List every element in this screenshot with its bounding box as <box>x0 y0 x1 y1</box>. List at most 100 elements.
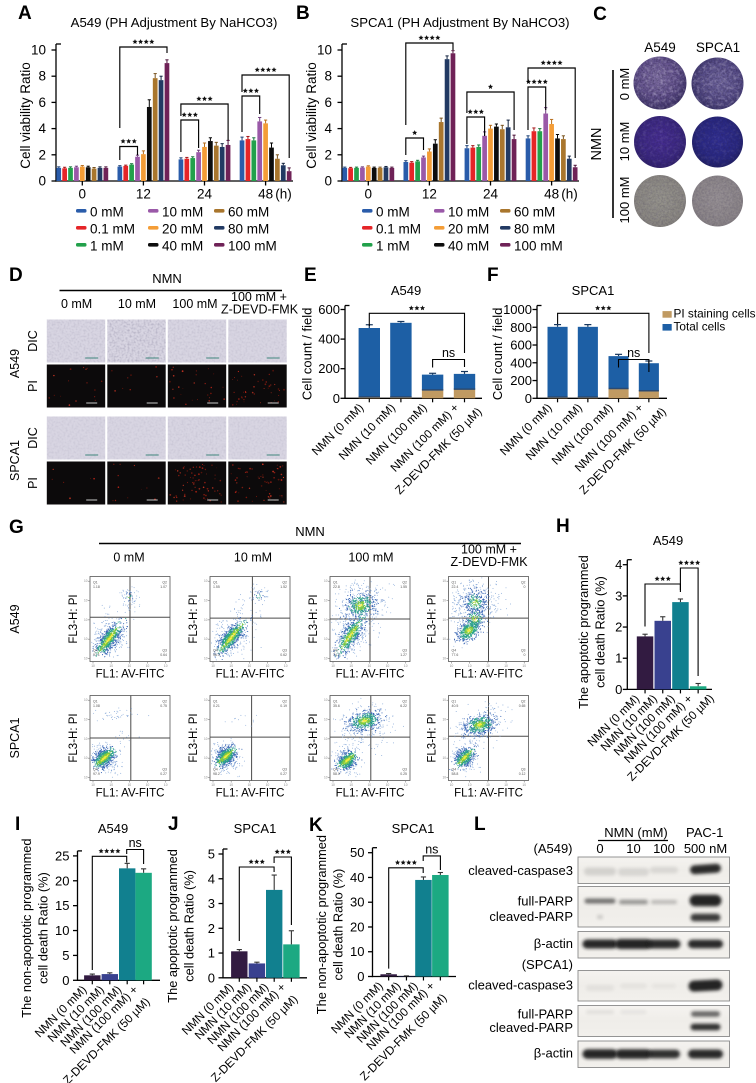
svg-text:A549: A549 <box>98 821 128 836</box>
svg-text:60 mM: 60 mM <box>514 205 555 220</box>
svg-text:600: 600 <box>510 338 532 353</box>
svg-text:10: 10 <box>486 783 490 787</box>
svg-text:E: E <box>304 265 317 286</box>
svg-text:25: 25 <box>55 848 69 863</box>
svg-text:10: 10 <box>404 783 408 787</box>
svg-text:10: 10 <box>324 718 328 722</box>
svg-text:10: 10 <box>91 664 95 668</box>
svg-text:0 mM: 0 mM <box>113 551 144 565</box>
svg-text:0: 0 <box>615 682 622 697</box>
svg-text:SPCA1: SPCA1 <box>8 717 22 758</box>
svg-text:20 mM: 20 mM <box>448 222 489 237</box>
svg-text:Cell count / field: Cell count / field <box>300 308 315 401</box>
svg-text:10: 10 <box>522 783 526 787</box>
svg-text:A549 (PH Adjustment By NaHCO3): A549 (PH Adjustment By NaHCO3) <box>71 15 278 30</box>
svg-text:(SPCA1): (SPCA1) <box>522 957 573 972</box>
svg-text:10: 10 <box>84 618 88 622</box>
svg-text:24: 24 <box>197 187 213 202</box>
svg-text:0.25: 0.25 <box>400 772 407 776</box>
svg-text:10: 10 <box>350 944 364 959</box>
svg-text:500 nM: 500 nM <box>684 841 727 856</box>
svg-text:800: 800 <box>510 320 532 335</box>
svg-text:10: 10 <box>368 783 372 787</box>
svg-text:10: 10 <box>204 599 208 603</box>
svg-text:2: 2 <box>324 147 332 162</box>
svg-text:1 mM: 1 mM <box>90 239 124 254</box>
svg-text:cleaved-caspase3: cleaved-caspase3 <box>468 978 573 993</box>
svg-text:48: 48 <box>544 187 559 202</box>
svg-text:PI: PI <box>26 477 40 489</box>
svg-text:1: 1 <box>615 651 622 666</box>
svg-text:10: 10 <box>468 783 472 787</box>
svg-text:Q1: Q1 <box>452 581 457 585</box>
svg-text:10: 10 <box>128 664 132 668</box>
svg-text:The apoptotic programmed: The apoptotic programmed <box>576 555 591 709</box>
svg-text:Q4: Q4 <box>452 768 457 772</box>
svg-text:Z-DEVD-FMK: Z-DEVD-FMK <box>450 555 528 569</box>
svg-text:1.08: 1.08 <box>93 704 100 708</box>
svg-text:Total cells: Total cells <box>674 320 726 334</box>
svg-text:PI: PI <box>26 380 40 392</box>
svg-text:ns: ns <box>425 842 438 856</box>
svg-text:FL1: AV-FITC: FL1: AV-FITC <box>216 788 285 800</box>
svg-text:1.55: 1.55 <box>213 585 220 589</box>
svg-text:10: 10 <box>442 599 446 603</box>
svg-text:10: 10 <box>324 657 328 661</box>
svg-text:100: 100 <box>653 841 675 856</box>
svg-text:15: 15 <box>55 898 69 913</box>
svg-text:Q4: Q4 <box>452 649 457 653</box>
svg-text:4: 4 <box>38 121 46 136</box>
svg-text:48: 48 <box>258 187 273 202</box>
svg-text:100 mM: 100 mM <box>514 239 563 254</box>
svg-text:FL1: AV-FITC: FL1: AV-FITC <box>454 669 523 681</box>
svg-text:0 mM: 0 mM <box>61 297 92 311</box>
svg-text:10: 10 <box>324 618 328 622</box>
svg-text:4: 4 <box>324 121 332 136</box>
svg-text:10: 10 <box>468 664 472 668</box>
svg-text:100 mM +: 100 mM + <box>461 543 517 557</box>
svg-text:FL3-H: PI: FL3-H: PI <box>188 713 200 762</box>
svg-text:2: 2 <box>615 620 622 635</box>
svg-text:NMN: NMN <box>295 524 325 539</box>
svg-text:10: 10 <box>146 664 150 668</box>
svg-text:PAC-1: PAC-1 <box>686 825 723 840</box>
svg-text:40: 40 <box>350 870 364 885</box>
svg-text:10: 10 <box>229 783 233 787</box>
svg-text:2: 2 <box>208 921 215 936</box>
svg-text:5: 5 <box>208 847 215 862</box>
svg-text:C: C <box>593 4 607 25</box>
svg-text:The non-apoptotic programmed: The non-apoptotic programmed <box>314 835 329 1014</box>
svg-text:10: 10 <box>31 43 46 58</box>
svg-text:Q3: Q3 <box>402 649 407 653</box>
svg-text:0.19: 0.19 <box>280 704 287 708</box>
svg-text:10: 10 <box>204 737 208 741</box>
svg-text:cell death Ratio (%): cell death Ratio (%) <box>182 870 197 982</box>
svg-text:0 mM: 0 mM <box>376 205 410 220</box>
svg-text:cleaved-PARP: cleaved-PARP <box>489 1020 573 1035</box>
svg-text:0.1 mM: 0.1 mM <box>376 222 421 237</box>
svg-text:PI staining cells: PI staining cells <box>674 307 756 321</box>
svg-text:cleaved-PARP: cleaved-PARP <box>489 909 573 924</box>
svg-text:97.1: 97.1 <box>93 653 100 657</box>
svg-text:Q3: Q3 <box>402 768 407 772</box>
svg-text:1: 1 <box>208 946 215 961</box>
svg-text:β-actin: β-actin <box>534 936 573 951</box>
svg-text:10: 10 <box>349 783 353 787</box>
svg-text:0 mM: 0 mM <box>90 205 124 220</box>
svg-text:Q1: Q1 <box>333 700 338 704</box>
svg-text:1.55: 1.55 <box>400 585 407 589</box>
svg-text:10: 10 <box>109 783 113 787</box>
svg-text:97.9: 97.9 <box>93 772 100 776</box>
svg-text:10 mM: 10 mM <box>617 122 632 162</box>
svg-text:10: 10 <box>486 664 490 668</box>
svg-text:3: 3 <box>615 588 622 603</box>
svg-text:cell death Ratio (%): cell death Ratio (%) <box>331 869 346 981</box>
svg-text:0: 0 <box>524 653 526 657</box>
svg-text:SPCA1: SPCA1 <box>392 821 435 836</box>
svg-text:10: 10 <box>317 43 332 58</box>
svg-text:FL3-H: PI: FL3-H: PI <box>188 594 200 643</box>
svg-text:0: 0 <box>357 969 364 984</box>
svg-text:NMN (mM): NMN (mM) <box>604 825 668 840</box>
svg-text:FL3-H: PI: FL3-H: PI <box>427 713 439 762</box>
svg-text:The apoptotic programmed: The apoptotic programmed <box>165 849 180 1003</box>
